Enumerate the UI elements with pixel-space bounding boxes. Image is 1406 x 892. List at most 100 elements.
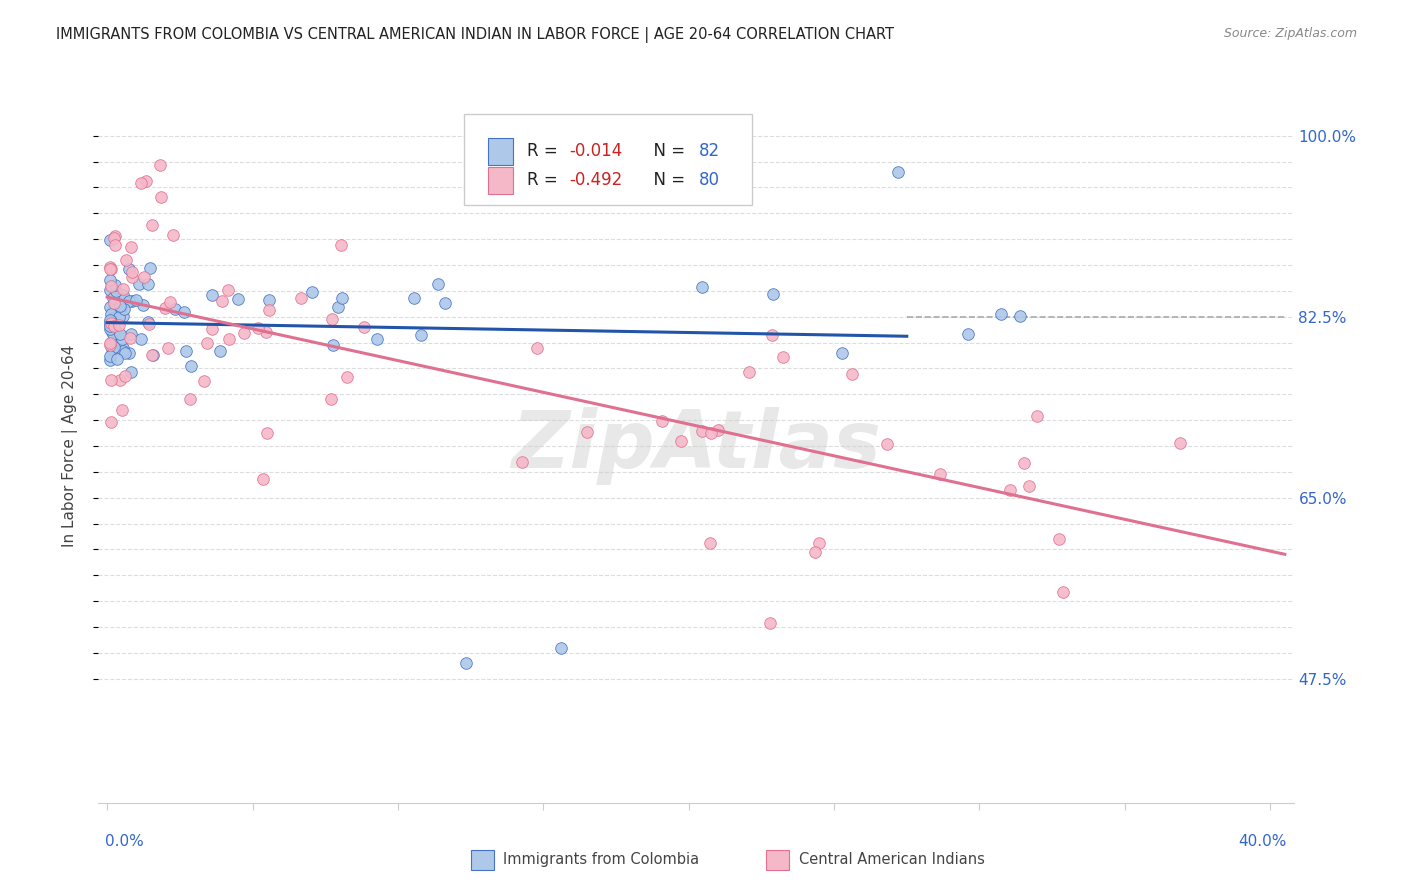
Point <box>165 302 187 317</box>
Text: -0.014: -0.014 <box>569 143 623 161</box>
Point <box>134 269 156 284</box>
Point <box>98 315 121 329</box>
Point <box>104 238 127 252</box>
Point <box>290 291 312 305</box>
Point <box>104 229 127 244</box>
Point <box>100 314 122 328</box>
Point <box>218 332 240 346</box>
Point <box>111 341 134 355</box>
Point <box>105 326 128 340</box>
Point <box>98 273 121 287</box>
Point <box>762 287 785 301</box>
Text: ZipAtlas: ZipAtlas <box>510 407 882 485</box>
Text: 82: 82 <box>699 143 720 161</box>
Point <box>246 321 269 335</box>
Point <box>103 296 125 310</box>
Text: 0.0%: 0.0% <box>105 834 145 849</box>
Point <box>180 359 202 374</box>
Point <box>108 303 131 318</box>
Point <box>1008 309 1031 323</box>
Point <box>990 307 1012 321</box>
Point <box>131 332 153 346</box>
Point <box>118 294 141 309</box>
Point <box>575 425 598 439</box>
Point <box>149 158 172 172</box>
Point <box>121 294 143 309</box>
Point <box>108 372 131 386</box>
Point <box>98 283 121 297</box>
Point <box>301 285 323 300</box>
Text: -0.492: -0.492 <box>569 171 623 189</box>
Point <box>409 328 432 343</box>
Point <box>98 335 121 350</box>
Point <box>100 415 122 429</box>
Point <box>156 342 179 356</box>
Point <box>366 332 388 346</box>
Point <box>121 269 143 284</box>
Point <box>138 317 160 331</box>
Point <box>136 277 159 292</box>
Text: Central American Indians: Central American Indians <box>799 853 984 867</box>
Point <box>128 277 150 291</box>
Point <box>139 261 162 276</box>
Point <box>201 321 224 335</box>
Point <box>98 261 121 276</box>
Point <box>98 318 121 333</box>
Point <box>669 434 692 448</box>
Text: R =: R = <box>527 143 564 161</box>
Point <box>142 347 165 361</box>
Point <box>98 233 121 247</box>
Point <box>761 328 783 343</box>
Point <box>111 403 134 417</box>
Point <box>100 279 122 293</box>
Point <box>103 321 125 335</box>
Point <box>112 343 135 358</box>
Point <box>208 344 231 359</box>
Point <box>228 292 250 306</box>
Point <box>772 350 794 364</box>
Y-axis label: In Labor Force | Age 20-64: In Labor Force | Age 20-64 <box>62 345 77 547</box>
Point <box>321 312 343 326</box>
Point <box>526 341 548 355</box>
Point <box>804 544 827 558</box>
Text: Source: ZipAtlas.com: Source: ZipAtlas.com <box>1223 27 1357 40</box>
Point <box>138 315 160 329</box>
Point <box>758 616 780 631</box>
Point <box>1047 532 1070 546</box>
Point <box>195 336 218 351</box>
Text: IMMIGRANTS FROM COLOMBIA VS CENTRAL AMERICAN INDIAN IN LABOR FORCE | AGE 20-64 C: IMMIGRANTS FROM COLOMBIA VS CENTRAL AMER… <box>56 27 894 43</box>
Point <box>330 238 353 252</box>
Point <box>103 318 125 333</box>
Point <box>404 291 426 305</box>
Point <box>103 318 125 333</box>
Text: 80: 80 <box>699 171 720 189</box>
Point <box>929 467 952 481</box>
Point <box>319 392 342 406</box>
Point <box>121 265 143 279</box>
Point <box>256 425 278 440</box>
Point <box>111 288 134 302</box>
Point <box>692 280 714 294</box>
Point <box>120 239 142 253</box>
Point <box>103 327 125 342</box>
Point <box>104 311 127 326</box>
Point <box>120 365 142 379</box>
Point <box>831 345 853 359</box>
Point <box>98 349 121 363</box>
Point <box>114 346 136 360</box>
Point <box>651 414 673 428</box>
Point <box>118 331 141 345</box>
Point <box>193 374 215 388</box>
Point <box>120 326 142 341</box>
Point <box>232 326 254 341</box>
Point <box>998 483 1021 497</box>
Point <box>257 293 280 307</box>
Point <box>808 536 831 550</box>
Point <box>957 326 980 341</box>
Point <box>111 293 134 308</box>
Point <box>101 342 124 356</box>
Point <box>100 316 122 330</box>
Point <box>108 299 131 313</box>
Point <box>107 302 129 317</box>
Point <box>100 325 122 339</box>
